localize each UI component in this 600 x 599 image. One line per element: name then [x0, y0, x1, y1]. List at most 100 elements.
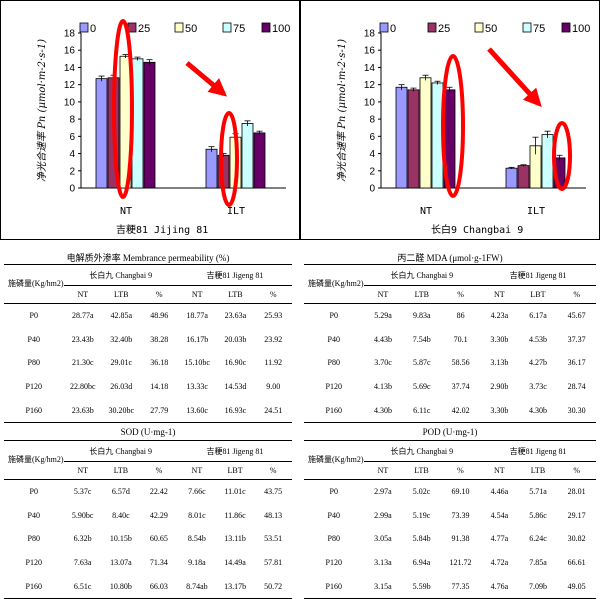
- table-row: P40 4.43b 7.54b 70.1 3.30b 4.53b 37.37: [304, 328, 596, 352]
- row-header-label: 施磷量(Kg/hm2): [304, 441, 364, 480]
- column-header: LTB: [102, 285, 141, 304]
- table-cell: 6.24c: [529, 534, 547, 544]
- table-cell: 27.79: [150, 405, 169, 415]
- table-cell: 14.18: [150, 382, 169, 392]
- y-tick-label: 12: [364, 80, 376, 91]
- table-cell: 13.07a: [110, 558, 132, 568]
- table-cell: 32.40b: [110, 334, 133, 344]
- table-cell: 7.54b: [412, 334, 431, 344]
- table-cell: 66.03: [149, 581, 168, 591]
- table-cell: 86: [456, 311, 465, 321]
- table-cell: 49.05: [567, 581, 586, 591]
- group-header-changbai9: 长白九 Changbai 9: [363, 265, 481, 286]
- row-label: P120: [25, 382, 42, 392]
- legend-label: 100: [272, 23, 290, 35]
- table-cell: 23.43b: [71, 334, 94, 344]
- row-label: P160: [325, 581, 342, 591]
- table-row: P80 6.32b 10.15b 60.65 8.54b 13.11b 53.51: [4, 527, 292, 551]
- y-tick-label: 14: [364, 63, 376, 74]
- y-axis-label: 净光合速率 Pn (μmol·m-2·s-1): [336, 39, 348, 182]
- table-cell: 2.97a: [374, 487, 392, 497]
- table-cell: 10.80b: [109, 581, 132, 591]
- x-tick-label: NT: [420, 206, 432, 217]
- column-header: %: [254, 461, 292, 480]
- table-cell: 3.30b: [490, 334, 509, 344]
- table-cell: 16.90c: [224, 358, 247, 368]
- table-row: P160 23.63b 30.20bc 27.79 13.60c 16.93c 24.51: [4, 398, 292, 422]
- legend-swatch: [379, 22, 389, 33]
- y-tick-label: 16: [64, 46, 76, 57]
- table-cell: 22.80bc: [70, 382, 96, 392]
- table-cell: 23.92: [264, 334, 283, 344]
- table-cell: 45.67: [567, 311, 586, 321]
- table-cell: 13.11b: [224, 534, 246, 544]
- table-caption: POD (U·mg-1): [422, 427, 478, 437]
- column-header: %: [441, 285, 481, 304]
- legend-swatch: [561, 22, 571, 33]
- table-cell: 23.63a: [224, 311, 247, 321]
- table-cell: 4.54a: [490, 510, 509, 520]
- table-cell: 6.17a: [529, 311, 547, 321]
- data-table: 施磷量(Kg/hm2) 长白九 Changbai 9 吉粳81 Jigeng 81 N…: [304, 441, 596, 598]
- bar: [517, 165, 530, 189]
- row-label: P0: [29, 311, 38, 321]
- red-arrow-annotation: [185, 61, 228, 97]
- table-cell: 14.53d: [224, 382, 247, 392]
- table-cell: 4.53b: [528, 334, 547, 344]
- table-cell: 5.02c: [412, 487, 431, 497]
- x-tick-label: NT: [120, 206, 132, 217]
- table-cell: 5.90bc: [71, 510, 94, 520]
- table-cell: 48.13: [264, 510, 283, 520]
- bar: [407, 89, 420, 189]
- column-header: NT: [363, 285, 403, 304]
- table-cell: 60.65: [149, 534, 168, 544]
- table-cell: 7.09b: [528, 581, 547, 591]
- table-cell: 5.69c: [413, 382, 431, 392]
- table-cell: 22.42: [149, 487, 168, 497]
- table-cell: 6.51c: [73, 581, 92, 591]
- legend-swatch: [222, 22, 232, 33]
- column-header: %: [140, 285, 178, 304]
- table-cell: 5.87c: [413, 358, 431, 368]
- column-header: NT: [177, 285, 217, 304]
- table-cell: 28.77a: [72, 311, 94, 321]
- table-cell: 25.93: [264, 311, 283, 321]
- legend-swatch: [427, 22, 437, 33]
- table-row: P120 7.63a 13.07a 71.34 9.18a 14.49a 57.81: [4, 551, 292, 575]
- row-header-label: 施磷量(Kg/hm2): [4, 441, 64, 480]
- table-cell: 71.34: [149, 558, 168, 568]
- table-cell: 4.43b: [373, 334, 392, 344]
- row-label: P0: [329, 487, 338, 497]
- table-cell: 66.61: [567, 558, 586, 568]
- table-cell: 4.30b: [373, 405, 392, 415]
- legend-label: 75: [233, 23, 245, 35]
- y-tick-label: 10: [364, 97, 376, 108]
- table-cell: 2.99a: [374, 510, 392, 520]
- table-cell: 53.51: [264, 534, 283, 544]
- y-tick-label: 18: [364, 29, 376, 40]
- table-cell: 16.17b: [186, 334, 209, 344]
- legend-label: 0: [90, 23, 96, 35]
- table-cell: 13.17b: [224, 581, 247, 591]
- red-ellipse-annotation: [219, 111, 239, 207]
- table-cell: 9.18a: [188, 558, 206, 568]
- table-cell: 30.30: [567, 405, 586, 415]
- legend-label: 25: [438, 23, 450, 35]
- x-tick-label: ILT: [527, 206, 545, 217]
- chart-title-jijing81: 吉粳81 Jijing 81: [116, 225, 209, 236]
- row-header-label: 施磷量(Kg/hm2): [304, 265, 364, 304]
- table-row: P40 5.90bc 8.40c 42.29 8.01c 11.86c 48.13: [4, 504, 292, 528]
- table-cell: 29.01c: [110, 358, 133, 368]
- table-cell: 5.59b: [412, 581, 431, 591]
- y-tick-label: 18: [64, 29, 76, 40]
- table-row: P160 3.15a 5.59b 77.35 4.76a 7.09b 49.05: [304, 574, 596, 598]
- row-label: P0: [29, 487, 38, 497]
- table-cell: 69.10: [451, 487, 470, 497]
- table-cell: 9.00: [266, 382, 281, 392]
- data-table: 施磷量(Kg/hm2) 长白九 Changbai 9 吉粳81 Jigeng 81 N…: [4, 265, 292, 422]
- table-cell: 57.81: [264, 558, 283, 568]
- table-cell: 30.82: [567, 534, 586, 544]
- table-cell: 4.72a: [490, 558, 509, 568]
- row-label: P40: [327, 510, 340, 520]
- column-header: LTB: [216, 285, 255, 304]
